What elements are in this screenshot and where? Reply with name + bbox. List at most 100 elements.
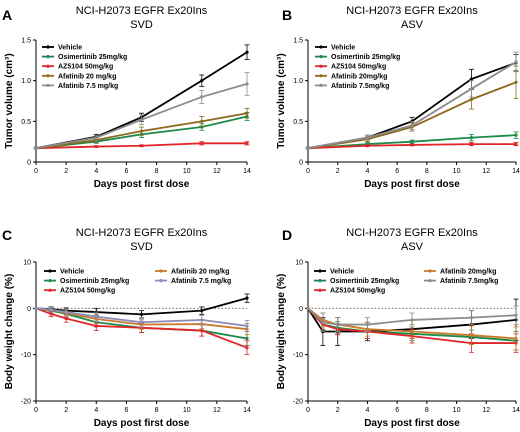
x-tick-label: 10 [453, 168, 461, 175]
data-point [200, 328, 204, 333]
data-point [200, 119, 204, 123]
legend-marker [48, 288, 52, 292]
y-tick-label: 0.5 [21, 119, 31, 126]
x-tick-label: 8 [155, 168, 159, 175]
y-tick-label: 10 [23, 260, 31, 267]
data-point [365, 322, 370, 327]
data-point [245, 82, 249, 86]
x-tick-label: 0 [306, 168, 310, 175]
legend-marker [46, 55, 50, 59]
x-tick-label: 10 [183, 168, 191, 175]
legend-marker [319, 83, 323, 87]
data-point [200, 309, 204, 313]
x-tick-label: 14 [243, 168, 251, 175]
legend-entry: Osimertinib 25mg/kg [58, 54, 127, 61]
legend-marker [159, 279, 163, 283]
data-point [139, 129, 144, 133]
data-point [469, 316, 474, 320]
legend-entry: Afatinib 7.5mg/kg [440, 278, 498, 285]
x-tick-label: 8 [425, 168, 429, 175]
x-tick-label: 14 [243, 407, 251, 414]
y-axis-label: Tumor volume (cm³) [276, 53, 287, 148]
data-point [514, 313, 518, 317]
data-point [139, 118, 144, 122]
legend-entry: Vehicle [330, 269, 354, 276]
data-point [410, 318, 414, 322]
x-tick-label: 2 [336, 407, 340, 414]
legend-marker [428, 279, 432, 283]
legend-entry: Afatinib 7.5 mg/kg [58, 83, 118, 90]
data-point [64, 310, 68, 314]
data-point [469, 87, 474, 91]
legend-entry: Vehicle [58, 45, 82, 52]
legend-entry: AZ5104 50mg/kg [60, 288, 115, 295]
data-point [410, 329, 414, 334]
data-point [336, 322, 340, 327]
legend-marker [318, 269, 322, 273]
x-tick-label: 10 [183, 407, 191, 414]
y-tick-label: 0 [299, 306, 303, 313]
data-point [410, 143, 414, 147]
data-point [94, 315, 98, 319]
data-point [245, 111, 249, 115]
x-axis-label: Days post first dose [364, 418, 460, 429]
legend-marker [319, 74, 323, 78]
data-point [245, 296, 249, 300]
legend-entry: Afatinib 20mg/kg [440, 269, 496, 276]
x-tick-label: 2 [336, 168, 340, 175]
data-point [200, 95, 204, 99]
chart-subtitle: SVD [130, 19, 153, 31]
data-point [245, 50, 249, 54]
y-tick-label: -20 [293, 399, 303, 406]
y-tick-label: 1.5 [21, 38, 31, 45]
series-4 [305, 51, 519, 150]
data-point [139, 144, 144, 148]
data-point [469, 77, 474, 81]
y-axis-label: Body weight change (%) [276, 274, 287, 390]
legend-marker [428, 269, 432, 273]
legend-marker [46, 83, 50, 87]
x-tick-label: 4 [365, 407, 369, 414]
y-tick-label: 1.0 [21, 78, 31, 85]
series-2 [305, 142, 519, 150]
y-tick-label: 0.5 [293, 119, 303, 126]
y-tick-label: -10 [21, 352, 31, 359]
legend-entry: Afatinib 20 mg/kg [58, 73, 116, 80]
data-point [245, 336, 249, 341]
chart-title: NCI-H2073 EGFR Ex20Ins [346, 227, 478, 239]
x-tick-label: 0 [34, 407, 38, 414]
panel-d: D NCI-H2073 EGFR Ex20Ins ASV -20 -10 0 10 0 2 4 6 8… [276, 227, 520, 429]
data-point [514, 60, 518, 64]
y-tick-label: -10 [293, 352, 303, 359]
data-point [469, 333, 474, 337]
panel-a: A NCI-H2073 EGFR Ex20Ins SVD 0 0.5 1.0 1.5 0 2 4 6… [2, 5, 251, 190]
data-point [245, 141, 249, 145]
legend-marker [46, 64, 50, 68]
x-tick-label: 4 [94, 407, 98, 414]
legend-entry: Vehicle [60, 269, 84, 276]
data-point [49, 308, 53, 312]
chart-subtitle: SVD [130, 241, 153, 253]
data-point [365, 136, 370, 140]
x-tick-label: 0 [34, 168, 38, 175]
series-4 [306, 305, 519, 332]
x-tick-label: 8 [425, 407, 429, 414]
y-tick-label: 1.0 [293, 78, 303, 85]
y-tick-label: 10 [295, 260, 303, 267]
legend: Vehicle Osimertinib 25mg/kg AZ5104 50mg/kg… [44, 269, 231, 295]
x-tick-label: 12 [213, 407, 221, 414]
data-point [365, 144, 370, 148]
legend-marker [318, 288, 322, 292]
data-point [200, 318, 204, 322]
data-point [469, 136, 474, 140]
panel-label: D [282, 227, 292, 243]
legend-marker [318, 279, 322, 283]
data-point [306, 306, 310, 310]
legend-entry: AZ5104 50mg/kg [58, 64, 113, 71]
legend: Vehicle Osimertinib 25mg/kg AZ5104 50mg/kg… [42, 45, 127, 90]
data-point [139, 312, 144, 316]
chart-title: NCI-H2073 EGFR Ex20Ins [76, 227, 208, 239]
legend-marker [159, 269, 163, 273]
y-axis-label: Body weight change (%) [4, 274, 15, 390]
